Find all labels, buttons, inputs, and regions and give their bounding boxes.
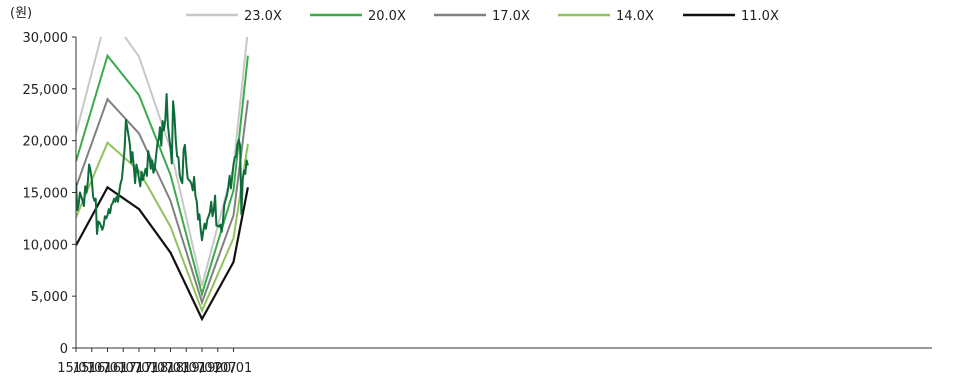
legend-label-20-0x: 20.0X (368, 9, 406, 24)
x-tick-label: 20/01 (215, 361, 252, 376)
y-tick-label: 30,000 (23, 31, 69, 46)
x-tick-label: 15/01 (57, 361, 94, 376)
y-tick-label: 20,000 (23, 135, 69, 150)
price-series (76, 93, 249, 242)
y-tick-label: 15,000 (23, 187, 69, 202)
band-line-20-0x (76, 53, 249, 298)
y-tick-labels: 0 5,000 10,000 15,000 20,000 25,000 30,000 (23, 31, 76, 357)
legend-label-14-0x: 14.0X (616, 9, 654, 24)
x-tick-label: 15/07 (73, 361, 110, 376)
y-tick-label: 25,000 (23, 83, 69, 98)
x-tick-labels: 15/0115/0716/0116/0717/0117/0718/0118/07… (57, 348, 252, 376)
y-tick-label: 0 (60, 342, 68, 357)
band-line-17-0x (76, 97, 249, 306)
x-tick-label: 16/01 (89, 361, 126, 376)
band-line-14-0x (76, 141, 249, 314)
per-band-lines (76, 37, 249, 322)
y-tick-label: 10,000 (23, 238, 69, 253)
band-line-11-0x (76, 185, 249, 322)
y-unit-label: (원) (10, 6, 32, 21)
legend: 23.0X 20.0X 17.0X 14.0X 11.0X (186, 9, 779, 24)
legend-label-23-0x: 23.0X (244, 9, 282, 24)
x-tick-label: 18/01 (152, 361, 189, 376)
legend-label-11-0x: 11.0X (741, 9, 779, 24)
x-tick-label: 18/07 (168, 361, 205, 376)
price-line (76, 93, 249, 242)
legend-label-17-0x: 17.0X (492, 9, 530, 24)
x-tick-label: 19/01 (183, 361, 220, 376)
x-tick-label: 17/01 (120, 361, 157, 376)
x-tick-label: 16/07 (105, 361, 142, 376)
x-tick-label: 17/07 (136, 361, 173, 376)
x-tick-label: 19/07 (199, 361, 236, 376)
y-tick-label: 5,000 (31, 290, 68, 305)
